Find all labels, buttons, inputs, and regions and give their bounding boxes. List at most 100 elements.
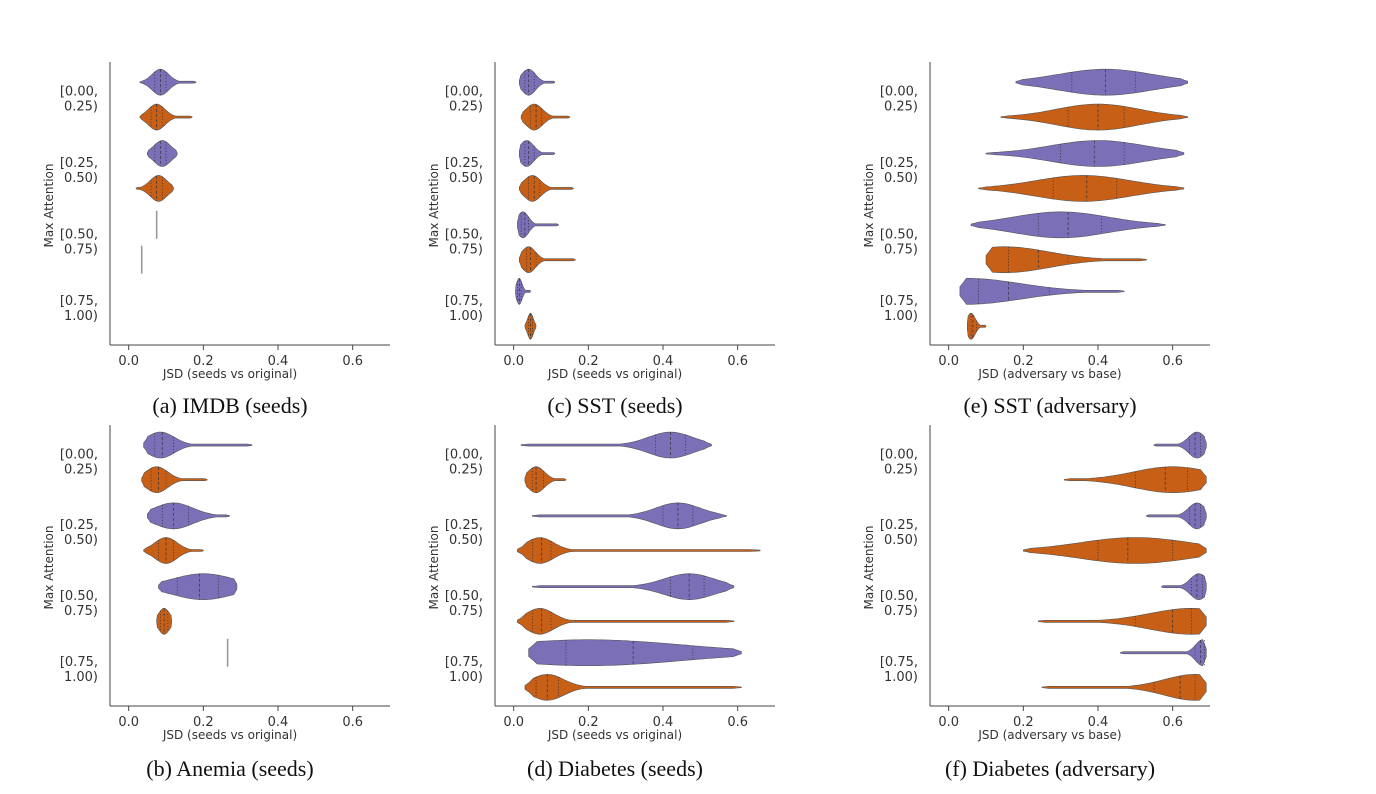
x-axis-label: JSD (seeds vs original) bbox=[547, 728, 682, 742]
violin-body bbox=[959, 278, 1125, 305]
x-tick-label: 0.0 bbox=[118, 715, 139, 730]
x-tick-label: 0.4 bbox=[268, 354, 289, 369]
x-tick-label: 0.4 bbox=[1088, 715, 1109, 730]
y-category-label: [0.50, 0.75) bbox=[445, 227, 483, 257]
y-category-label: [0.50, 0.75) bbox=[880, 227, 918, 257]
violin-body bbox=[520, 431, 712, 459]
violin-body bbox=[158, 573, 238, 600]
y-category-label: [0.00, 0.25) bbox=[445, 85, 483, 115]
violin bbox=[158, 573, 238, 600]
panel-caption: (b) Anemia (seeds) bbox=[146, 756, 313, 781]
violin-body bbox=[1015, 68, 1188, 96]
violin bbox=[1161, 573, 1207, 600]
violin bbox=[519, 68, 555, 96]
violin-body bbox=[519, 68, 555, 96]
violin bbox=[985, 140, 1185, 167]
y-category-label: [0.50, 0.75) bbox=[880, 589, 918, 619]
violin-body bbox=[1041, 674, 1207, 701]
y-category-label: [0.00, 0.25) bbox=[60, 447, 98, 477]
x-tick-label: 0.0 bbox=[118, 354, 139, 369]
y-category-label: [0.00, 0.25) bbox=[60, 85, 98, 115]
violin-body bbox=[1000, 103, 1188, 131]
violin-body bbox=[143, 431, 253, 459]
violin bbox=[139, 68, 197, 96]
x-tick-label: 0.4 bbox=[653, 715, 674, 730]
x-tick-label: 0.0 bbox=[503, 715, 524, 730]
violin bbox=[1120, 639, 1207, 666]
x-axis-label: JSD (seeds vs original) bbox=[547, 367, 682, 381]
y-axis-label: Max Attention bbox=[427, 525, 441, 609]
x-tick-label: 0.2 bbox=[1013, 715, 1034, 730]
violin bbox=[970, 211, 1166, 239]
y-category-label: [0.75, 1.00) bbox=[880, 655, 918, 685]
violin-body bbox=[1120, 639, 1207, 666]
violin bbox=[517, 537, 761, 564]
violin bbox=[156, 608, 172, 635]
violin bbox=[1015, 68, 1188, 96]
x-axis-label: JSD (adversary vs base) bbox=[977, 728, 1121, 742]
y-axis-label: Max Attention bbox=[862, 163, 876, 247]
y-category-label: [0.25, 0.50) bbox=[445, 156, 483, 186]
violin bbox=[143, 431, 253, 459]
y-category-label: [0.75, 1.00) bbox=[60, 655, 98, 685]
y-category-label: [0.50, 0.75) bbox=[445, 589, 483, 619]
violin-body bbox=[519, 246, 576, 273]
violin bbox=[532, 502, 727, 530]
violin bbox=[985, 246, 1147, 273]
y-category-label: [0.75, 1.00) bbox=[880, 294, 918, 324]
y-category-label: [0.75, 1.00) bbox=[60, 294, 98, 324]
violin bbox=[135, 175, 174, 202]
x-tick-label: 0.4 bbox=[1088, 354, 1109, 369]
panel-caption: (c) SST (seeds) bbox=[547, 393, 682, 418]
x-axis-label: JSD (seeds vs original) bbox=[162, 367, 297, 381]
violin-body bbox=[967, 312, 987, 340]
x-tick-label: 0.6 bbox=[727, 354, 748, 369]
y-category-label: [0.50, 0.75) bbox=[60, 227, 98, 257]
violin bbox=[515, 278, 531, 305]
violin-body bbox=[139, 68, 197, 96]
violin-body bbox=[1064, 466, 1207, 493]
violin-body bbox=[147, 140, 178, 167]
panel-4: 0.0 0.2 0.4 0.6 JSD (seeds vs original) Max A… bbox=[42, 425, 390, 781]
violin bbox=[519, 246, 576, 273]
violin-body bbox=[1161, 573, 1207, 600]
violin bbox=[517, 608, 735, 635]
violin bbox=[532, 573, 735, 600]
x-tick-label: 0.0 bbox=[938, 715, 959, 730]
violin bbox=[1023, 537, 1207, 564]
x-axis-label: JSD (seeds vs original) bbox=[162, 728, 297, 742]
violin bbox=[528, 639, 742, 666]
violin-body bbox=[1146, 502, 1207, 530]
panel-caption: (a) IMDB (seeds) bbox=[152, 393, 307, 418]
y-axis-label: Max Attention bbox=[42, 163, 56, 247]
x-tick-label: 0.2 bbox=[578, 354, 599, 369]
violin bbox=[1000, 103, 1188, 131]
violin-body bbox=[139, 103, 193, 131]
violin-body bbox=[985, 140, 1185, 167]
panel-1: 0.0 0.2 0.4 0.6 JSD (seeds vs original) Max A… bbox=[42, 62, 390, 418]
violin bbox=[524, 674, 742, 701]
violin bbox=[519, 140, 555, 167]
x-tick-label: 0.6 bbox=[1162, 354, 1183, 369]
x-tick-label: 0.2 bbox=[193, 354, 214, 369]
violin-body bbox=[985, 246, 1147, 273]
violin-body bbox=[519, 175, 574, 202]
violin-body bbox=[1038, 608, 1207, 635]
violin-body bbox=[517, 537, 761, 564]
y-category-label: [0.25, 0.50) bbox=[60, 156, 98, 186]
violin bbox=[139, 103, 193, 131]
y-category-label: [0.25, 0.50) bbox=[445, 518, 483, 548]
panel-caption: (f) Diabetes (adversary) bbox=[945, 756, 1155, 781]
y-category-label: [0.25, 0.50) bbox=[880, 518, 918, 548]
x-axis-label: JSD (adversary vs base) bbox=[977, 367, 1121, 381]
x-tick-label: 0.0 bbox=[938, 354, 959, 369]
x-tick-label: 0.2 bbox=[193, 715, 214, 730]
violin-body bbox=[143, 537, 204, 564]
panel-3: 0.0 0.2 0.4 0.6 JSD (adversary vs base) Max A… bbox=[862, 62, 1210, 418]
x-tick-label: 0.2 bbox=[578, 715, 599, 730]
panel-6: 0.0 0.2 0.4 0.6 JSD (adversary vs base) Max A… bbox=[862, 425, 1210, 781]
x-tick-label: 0.6 bbox=[1162, 715, 1183, 730]
violin bbox=[978, 175, 1185, 202]
violin bbox=[520, 103, 570, 131]
